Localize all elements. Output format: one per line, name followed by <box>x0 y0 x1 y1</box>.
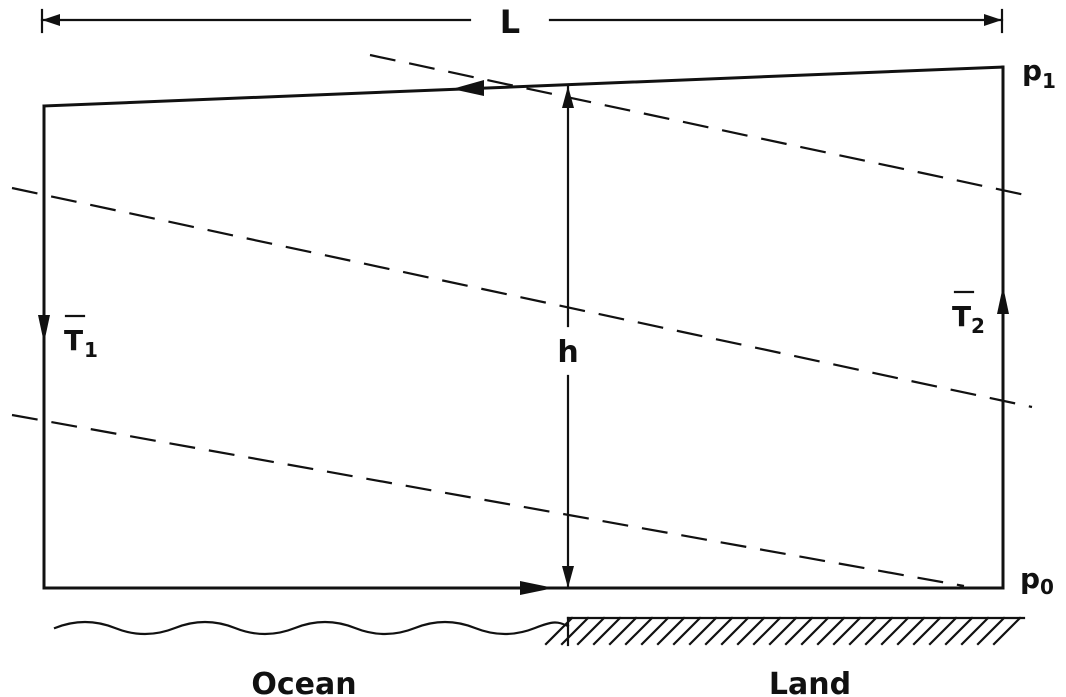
land-surface <box>544 616 1026 647</box>
top-pressure-symbol: p <box>1022 54 1042 87</box>
isobar-line-2 <box>11 186 1033 409</box>
length-label: L <box>500 3 520 41</box>
circulation-loop <box>38 65 1009 595</box>
height-label: h <box>557 335 578 370</box>
ocean-surface-wave <box>53 620 570 636</box>
length-arrow-right <box>984 14 1002 26</box>
upper-flow-arrow <box>452 80 484 96</box>
ocean-label: Ocean <box>251 667 356 697</box>
surface-flow-arrow <box>520 581 554 595</box>
isobars <box>11 53 1033 588</box>
upper-return-flow-line <box>42 65 1005 108</box>
land-temperature-symbol: T <box>952 300 971 333</box>
isobar-line-3 <box>11 413 965 588</box>
isobar-line-1 <box>369 53 1031 198</box>
land-temperature-label: T 2 <box>952 290 985 338</box>
top-pressure-subscript: 1 <box>1042 69 1056 93</box>
height-arrow-bottom <box>562 566 574 588</box>
ocean-temperature-subscript: 1 <box>84 338 98 362</box>
height-arrow-top <box>562 86 574 108</box>
land-temperature-subscript: 2 <box>971 314 985 338</box>
height-dimension: h <box>557 84 579 590</box>
surface-pressure-symbol: p <box>1020 562 1040 595</box>
surface-pressure-subscript: 0 <box>1040 575 1054 599</box>
top-pressure-label: p 1 <box>1022 54 1056 93</box>
length-dimension: L <box>40 3 1004 41</box>
land-hatching <box>544 616 1022 646</box>
land-label: Land <box>769 667 851 697</box>
rising-flow-arrow <box>997 286 1009 314</box>
length-arrow-left <box>42 14 60 26</box>
ocean-temperature-symbol: T <box>64 324 83 357</box>
sinking-flow-arrow <box>38 315 50 343</box>
ocean-temperature-label: T 1 <box>64 314 98 362</box>
surface-pressure-label: p 0 <box>1020 562 1054 599</box>
